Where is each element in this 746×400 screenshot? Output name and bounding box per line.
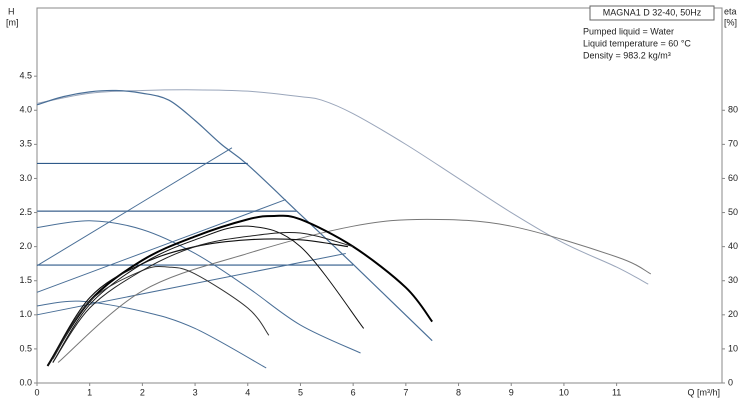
- x-tick-label: 3: [193, 387, 198, 397]
- y-tick-label: 1.5: [19, 275, 32, 285]
- y-tick-label: 2.5: [19, 207, 32, 217]
- curve: [36, 220, 361, 354]
- curve: [36, 89, 433, 342]
- y-tick-label: 4.5: [19, 71, 32, 81]
- x-axis-label: Q [m³/h]: [687, 387, 720, 397]
- curve: [46, 214, 433, 367]
- x-tick-label: 7: [403, 387, 408, 397]
- y2-tick-label: 50: [728, 207, 738, 217]
- curve: [36, 147, 233, 267]
- x-tick-label: 5: [298, 387, 303, 397]
- y2-tick-label: 10: [728, 343, 738, 353]
- curve: [52, 265, 270, 360]
- curve: [36, 199, 286, 293]
- y-axis-unit: [m]: [6, 17, 19, 27]
- x-tick-label: 1: [87, 387, 92, 397]
- x-tick-label: 2: [140, 387, 145, 397]
- y2-tick-label: 0: [728, 377, 733, 387]
- curve: [52, 231, 354, 363]
- y2-axis-unit: [%]: [724, 17, 737, 27]
- legend-box: [589, 5, 715, 21]
- curve: [36, 89, 649, 285]
- y2-tick-label: 40: [728, 241, 738, 251]
- x-tick-label: 9: [509, 387, 514, 397]
- y-tick-label: 3.5: [19, 139, 32, 149]
- x-tick-label: 8: [456, 387, 461, 397]
- y-tick-label: 3.0: [19, 173, 32, 183]
- curve: [36, 300, 267, 369]
- x-tick-label: 10: [559, 387, 569, 397]
- curve: [36, 252, 346, 316]
- y-tick-label: 4.0: [19, 105, 32, 115]
- x-tick-label: 4: [245, 387, 250, 397]
- note: Density = 983.2 kg/m³: [583, 50, 671, 60]
- x-tick-label: 6: [351, 387, 356, 397]
- note: Liquid temperature = 60 °C: [583, 38, 691, 48]
- y-tick-label: 0.5: [19, 343, 32, 353]
- plot-frame: [36, 7, 723, 384]
- y2-tick-label: 20: [728, 309, 738, 319]
- y2-axis-label: eta: [724, 6, 737, 16]
- y2-tick-label: 80: [728, 105, 738, 115]
- y2-tick-label: 60: [728, 173, 738, 183]
- x-tick-label: 0: [34, 387, 39, 397]
- note: Pumped liquid = Water: [583, 26, 674, 36]
- curve: [57, 218, 652, 363]
- legend-title: MAGNA1 D 32-40, 50Hz: [603, 7, 702, 17]
- x-tick-label: 11: [612, 387, 621, 397]
- y-axis-label: H: [8, 6, 15, 16]
- curve: [52, 225, 365, 363]
- y2-tick-label: 30: [728, 275, 738, 285]
- y2-tick-label: 70: [728, 139, 738, 149]
- y-tick-label: 1.0: [19, 309, 32, 319]
- y-tick-label: 2.0: [19, 241, 32, 251]
- y-tick-label: 0.0: [19, 377, 32, 387]
